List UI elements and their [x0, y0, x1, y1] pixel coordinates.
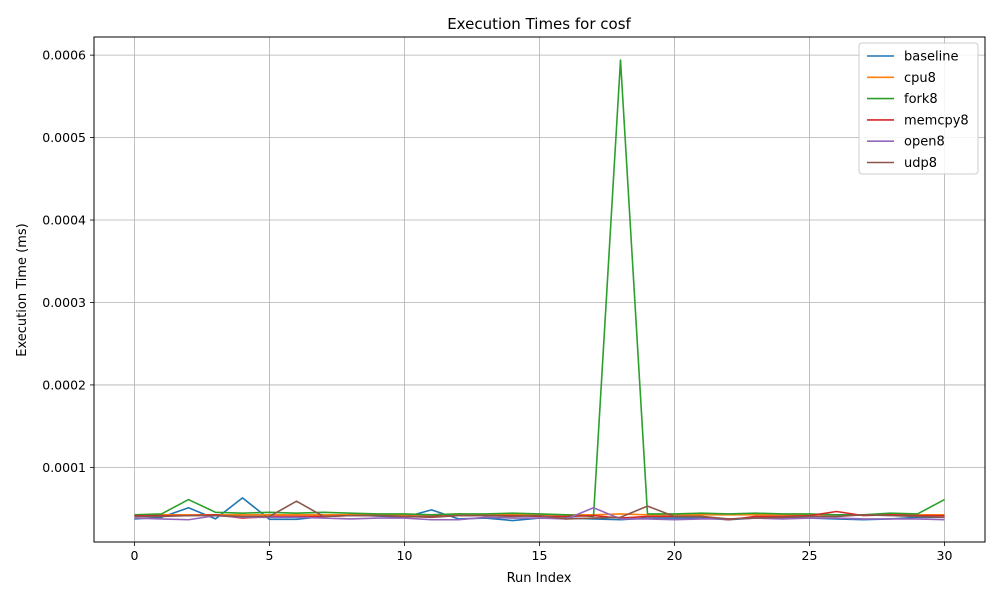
series-lines [134, 59, 945, 522]
legend: baseline cpu8 fork8 memcpy8 open8 udp8 [858, 42, 979, 175]
legend-label-cpu8: cpu8 [904, 71, 936, 86]
series-line-udp8 [134, 500, 945, 520]
y-axis-ticks: 0.0001 0.0002 0.0003 0.0004 0.0005 0.0006 [42, 48, 94, 475]
legend-label-fork8: fork8 [904, 92, 938, 107]
x-tick-label: 30 [937, 548, 953, 563]
grid [94, 37, 985, 542]
y-tick-label: 0.0003 [42, 295, 86, 310]
series-line-fork8 [134, 59, 945, 518]
legend-label-baseline: baseline [904, 50, 958, 65]
x-tick-label: 5 [266, 548, 274, 563]
chart-title: Execution Times for cosf [447, 15, 631, 33]
x-tick-label: 10 [397, 548, 413, 563]
y-tick-label: 0.0004 [42, 213, 86, 228]
y-tick-label: 0.0002 [42, 377, 86, 392]
legend-label-udp8: udp8 [904, 156, 937, 171]
x-tick-label: 25 [802, 548, 818, 563]
legend-label-memcpy8: memcpy8 [904, 113, 969, 128]
y-tick-label: 0.0001 [42, 460, 86, 475]
series-line-open8 [134, 506, 945, 521]
x-axis-ticks: 0 5 10 15 20 25 30 [131, 542, 953, 563]
x-tick-label: 0 [131, 548, 139, 563]
y-tick-label: 0.0006 [42, 48, 86, 63]
legend-label-open8: open8 [904, 135, 945, 150]
x-axis-label: Run Index [507, 571, 572, 586]
y-tick-label: 0.0005 [42, 130, 86, 145]
y-axis-label: Execution Time (ms) [15, 223, 30, 356]
series-line-cpu8 [134, 513, 945, 516]
x-tick-label: 20 [667, 548, 683, 563]
x-tick-label: 15 [532, 548, 548, 563]
